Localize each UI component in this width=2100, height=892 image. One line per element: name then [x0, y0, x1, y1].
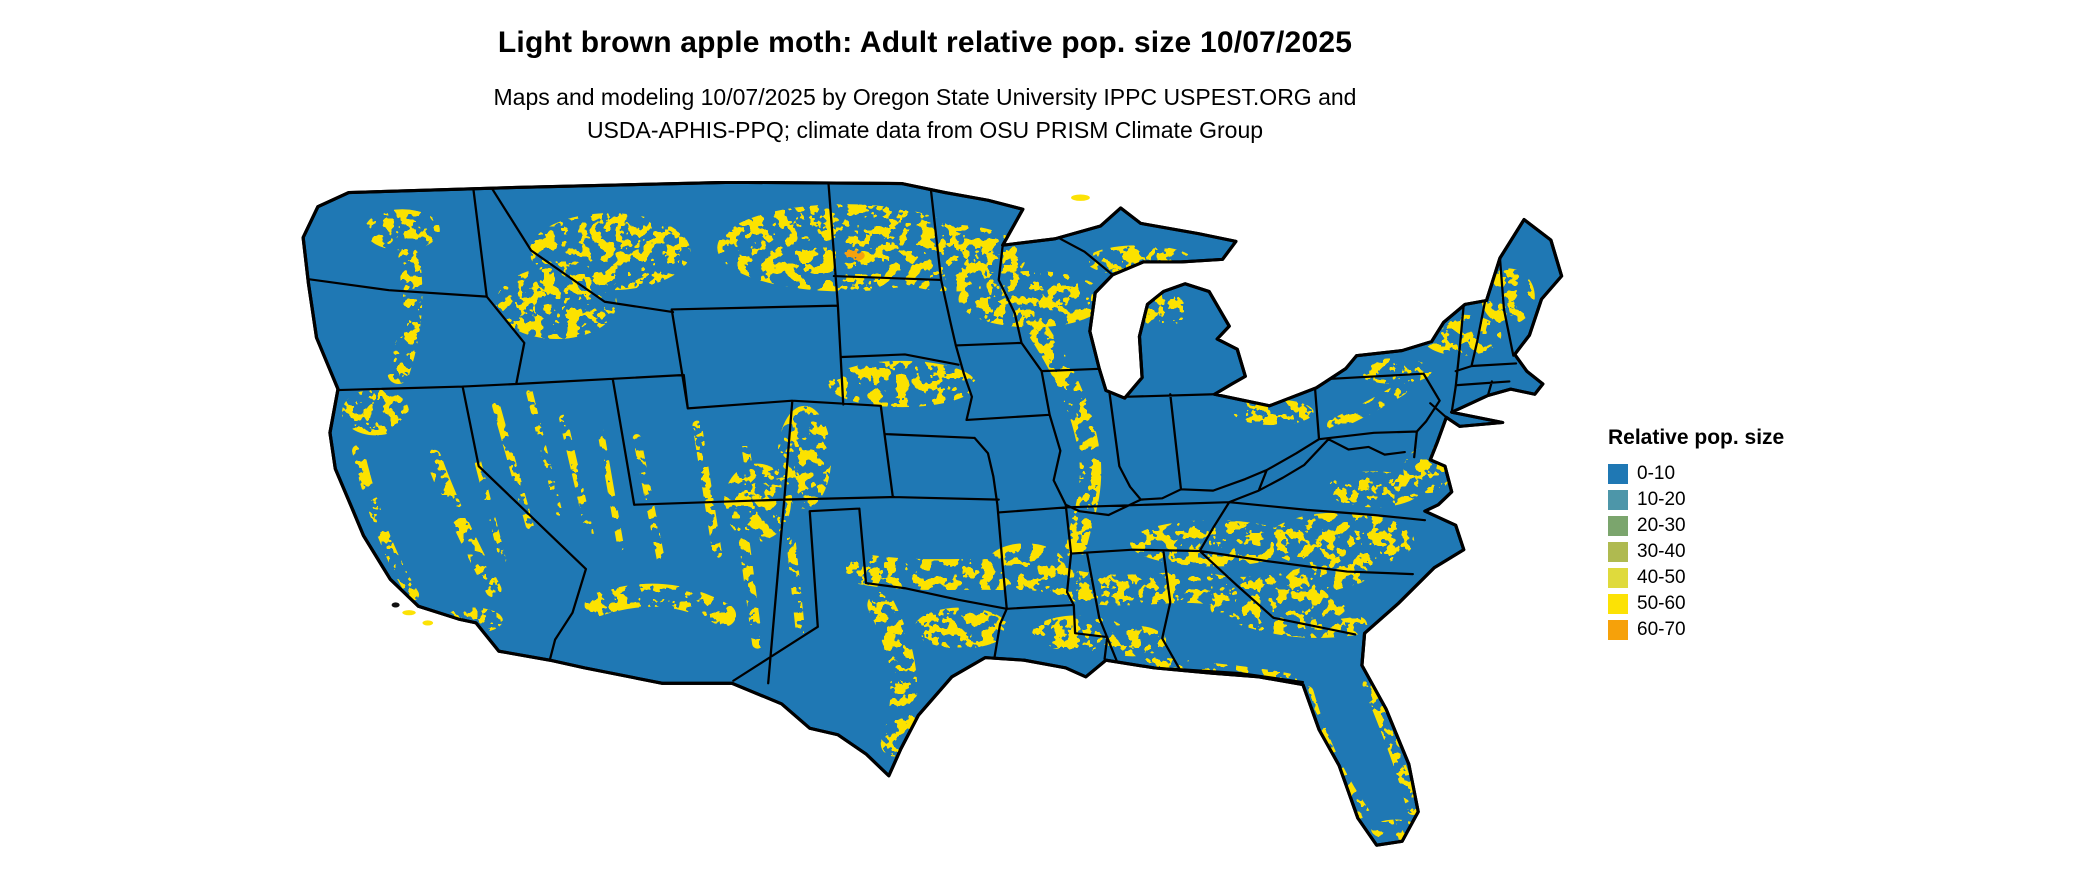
legend-item: 60-70 [1608, 620, 1908, 640]
state-borders [303, 182, 1518, 685]
legend-item: 10-20 [1608, 490, 1908, 510]
us-map-svg [301, 181, 1564, 847]
legend-title: Relative pop. size [1608, 426, 1785, 449]
map-subtitle-line2: USDA-APHIS-PPQ; climate data from OSU PR… [586, 117, 1264, 143]
legend-swatch [1608, 516, 1628, 536]
legend-item: 50-60 [1608, 594, 1908, 614]
legend-label: 0-10 [1637, 463, 1676, 484]
population-speckles [342, 204, 1535, 841]
map-subtitle-line1: Maps and modeling 10/07/2025 by Oregon S… [493, 84, 1357, 110]
legend-item: 40-50 [1608, 568, 1908, 588]
legend-label: 20-30 [1637, 515, 1686, 536]
legend-label: 60-70 [1637, 619, 1686, 640]
us-map [275, 181, 1575, 885]
legend-label: 10-20 [1637, 489, 1686, 510]
legend-items: 0-10 10-20 20-30 30-40 40-50 50-60 60-70 [1608, 464, 1908, 640]
legend-swatch [1608, 620, 1628, 640]
legend-swatch [1608, 464, 1628, 484]
map-title: Light brown apple moth: Adult relative p… [497, 26, 1353, 59]
legend-swatch [1608, 542, 1628, 562]
legend-item: 30-40 [1608, 542, 1908, 562]
legend-label: 50-60 [1637, 593, 1686, 614]
legend-item: 20-30 [1608, 516, 1908, 536]
legend-label: 30-40 [1637, 541, 1686, 562]
legend-swatch [1608, 594, 1628, 614]
population-density-layer [303, 182, 1535, 841]
population-high-layer [342, 204, 1535, 841]
legend-label: 40-50 [1637, 567, 1686, 588]
offshore-islands [391, 194, 1090, 626]
legend-item: 0-10 [1608, 464, 1908, 484]
legend: Relative pop. size 0-10 10-20 20-30 30-4… [1608, 426, 1908, 646]
legend-swatch [1608, 568, 1628, 588]
legend-swatch [1608, 490, 1628, 510]
